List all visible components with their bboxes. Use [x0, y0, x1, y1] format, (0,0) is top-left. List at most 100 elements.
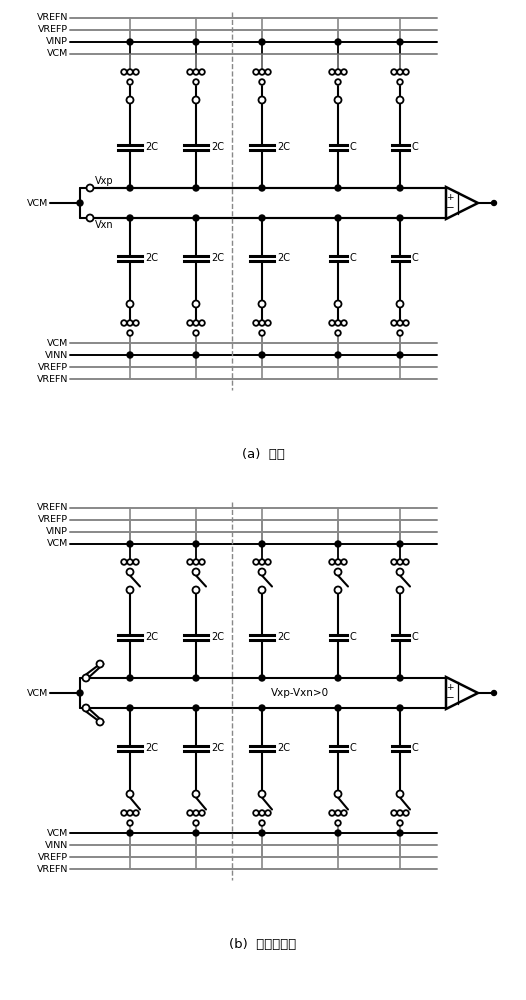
Circle shape — [127, 810, 133, 816]
Text: C: C — [411, 142, 418, 152]
Text: C: C — [349, 142, 356, 152]
Circle shape — [86, 184, 94, 192]
Text: 2C: 2C — [277, 743, 290, 753]
Circle shape — [133, 69, 139, 75]
Circle shape — [193, 69, 199, 75]
Text: VREFN: VREFN — [37, 864, 68, 874]
Text: C: C — [411, 253, 418, 263]
Circle shape — [253, 559, 259, 565]
Text: C: C — [349, 253, 356, 263]
Circle shape — [193, 541, 199, 547]
Text: VREFP: VREFP — [38, 362, 68, 371]
Circle shape — [127, 705, 133, 711]
Circle shape — [335, 300, 341, 308]
Circle shape — [199, 320, 205, 326]
Circle shape — [96, 718, 104, 726]
Circle shape — [83, 674, 89, 682]
Circle shape — [397, 810, 403, 816]
Text: C: C — [411, 743, 418, 753]
Circle shape — [199, 559, 205, 565]
Text: 2C: 2C — [211, 142, 224, 152]
Circle shape — [253, 320, 259, 326]
Circle shape — [491, 690, 497, 696]
Circle shape — [193, 79, 199, 85]
Circle shape — [335, 820, 341, 826]
Circle shape — [397, 675, 403, 681]
Circle shape — [397, 790, 403, 798]
Circle shape — [397, 559, 403, 565]
Text: C: C — [349, 632, 356, 642]
Circle shape — [258, 568, 266, 576]
Text: Vxn: Vxn — [95, 220, 114, 230]
Circle shape — [193, 810, 199, 816]
Circle shape — [126, 300, 134, 308]
Text: 2C: 2C — [277, 253, 290, 263]
Circle shape — [397, 330, 403, 336]
Circle shape — [335, 705, 341, 711]
Circle shape — [121, 810, 127, 816]
Circle shape — [335, 675, 341, 681]
Text: VREFP: VREFP — [38, 516, 68, 524]
Circle shape — [127, 352, 133, 358]
Circle shape — [335, 559, 341, 565]
Circle shape — [335, 69, 341, 75]
Circle shape — [397, 541, 403, 547]
Circle shape — [335, 810, 341, 816]
Circle shape — [265, 320, 271, 326]
Circle shape — [187, 559, 193, 565]
Circle shape — [397, 352, 403, 358]
Circle shape — [187, 810, 193, 816]
Text: VCM: VCM — [47, 828, 68, 838]
Circle shape — [193, 705, 199, 711]
Circle shape — [193, 330, 199, 336]
Circle shape — [329, 69, 335, 75]
Circle shape — [335, 79, 341, 85]
Text: 2C: 2C — [211, 632, 224, 642]
Circle shape — [391, 69, 397, 75]
Circle shape — [126, 97, 134, 104]
Circle shape — [259, 705, 265, 711]
Circle shape — [397, 705, 403, 711]
Circle shape — [265, 69, 271, 75]
Circle shape — [259, 352, 265, 358]
Text: VREFN: VREFN — [37, 374, 68, 383]
Circle shape — [397, 79, 403, 85]
Circle shape — [127, 185, 133, 191]
Circle shape — [193, 97, 199, 104]
Circle shape — [193, 568, 199, 576]
Circle shape — [335, 330, 341, 336]
Text: Vxp: Vxp — [95, 176, 114, 186]
Text: VREFN: VREFN — [37, 13, 68, 22]
Circle shape — [193, 320, 199, 326]
Circle shape — [258, 586, 266, 593]
Circle shape — [259, 330, 265, 336]
Text: 2C: 2C — [277, 142, 290, 152]
Circle shape — [341, 69, 347, 75]
Circle shape — [397, 185, 403, 191]
Circle shape — [397, 39, 403, 45]
Circle shape — [126, 790, 134, 798]
Circle shape — [259, 320, 265, 326]
Circle shape — [403, 320, 409, 326]
Circle shape — [187, 320, 193, 326]
Circle shape — [397, 320, 403, 326]
Circle shape — [193, 790, 199, 798]
Text: −: − — [446, 693, 454, 703]
Text: 2C: 2C — [145, 743, 158, 753]
Circle shape — [258, 97, 266, 104]
Text: VINP: VINP — [46, 528, 68, 536]
Circle shape — [193, 300, 199, 308]
Circle shape — [133, 320, 139, 326]
Circle shape — [397, 586, 403, 593]
Circle shape — [259, 675, 265, 681]
Circle shape — [391, 320, 397, 326]
Circle shape — [127, 39, 133, 45]
Circle shape — [121, 559, 127, 565]
Text: 2C: 2C — [145, 632, 158, 642]
Text: VCM: VCM — [27, 198, 48, 208]
Text: VCM: VCM — [47, 540, 68, 548]
Circle shape — [193, 215, 199, 221]
Circle shape — [329, 810, 335, 816]
Circle shape — [403, 559, 409, 565]
Circle shape — [265, 810, 271, 816]
